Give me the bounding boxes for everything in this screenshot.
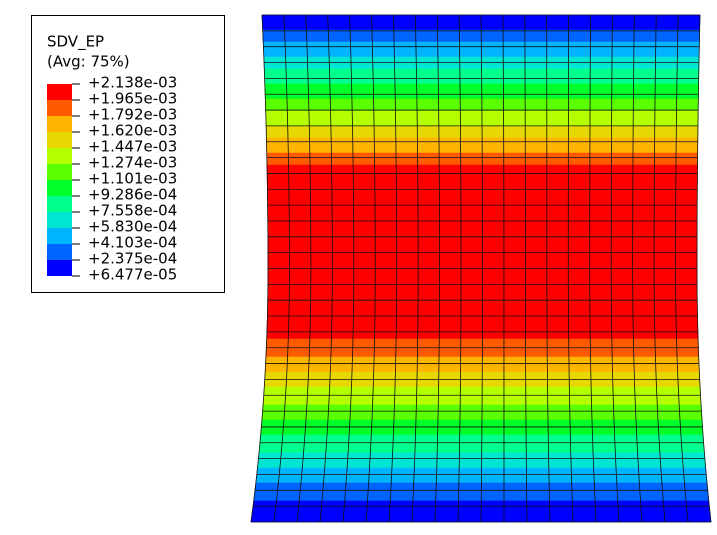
mesh-line	[567, 14, 574, 523]
legend-label: +1.792e-03	[88, 106, 177, 124]
mesh-line	[250, 14, 269, 523]
mesh-line	[696, 14, 712, 523]
mesh-line	[411, 14, 419, 523]
legend-label: +1.274e-03	[88, 154, 177, 172]
deformed-mesh	[250, 14, 712, 523]
legend-swatch	[47, 132, 72, 148]
legend-label: +9.286e-04	[88, 186, 177, 204]
mesh-line	[546, 14, 551, 523]
mesh-line	[632, 14, 643, 523]
legend-label: +2.375e-04	[88, 250, 177, 268]
legend-swatch	[47, 228, 72, 244]
legend-label: +2.138e-03	[88, 74, 177, 92]
legend-swatch	[47, 164, 72, 180]
mesh-line	[342, 14, 355, 523]
mesh-line	[273, 14, 290, 523]
legend-label: +1.447e-03	[88, 138, 177, 156]
legend-title: SDV_EP	[47, 33, 104, 52]
legend-swatch	[47, 244, 72, 260]
legend-label: +5.830e-04	[88, 218, 177, 236]
mesh-line	[296, 14, 312, 523]
legend-swatch	[47, 116, 72, 132]
legend-swatch	[47, 148, 72, 164]
mesh-line	[434, 14, 441, 523]
legend-label: +6.477e-05	[88, 266, 177, 284]
mesh-line	[524, 14, 528, 523]
legend-swatch	[47, 84, 72, 100]
legend-label: +7.558e-04	[88, 202, 177, 220]
mesh-line	[675, 14, 689, 523]
legend-swatch	[47, 260, 72, 276]
mesh-line	[388, 14, 398, 523]
legend-label: +4.103e-04	[88, 234, 177, 252]
legend: +2.138e-03+1.965e-03+1.792e-03+1.620e-03…	[47, 74, 177, 284]
mesh-line	[502, 14, 505, 523]
mesh-line	[319, 14, 333, 523]
mesh-line	[653, 14, 666, 523]
mesh-line	[589, 14, 597, 523]
legend-swatch	[47, 180, 72, 196]
legend-swatch	[47, 212, 72, 228]
legend-label: +1.965e-03	[88, 90, 177, 108]
mesh-line	[457, 14, 462, 523]
legend-swatch	[47, 100, 72, 116]
legend-label: +1.101e-03	[88, 170, 177, 188]
legend-subtitle: (Avg: 75%)	[47, 53, 130, 71]
mesh-line	[365, 14, 376, 523]
mesh-line	[480, 14, 483, 523]
legend-label: +1.620e-03	[88, 122, 177, 140]
mesh-line	[610, 14, 620, 523]
legend-swatch	[47, 196, 72, 212]
